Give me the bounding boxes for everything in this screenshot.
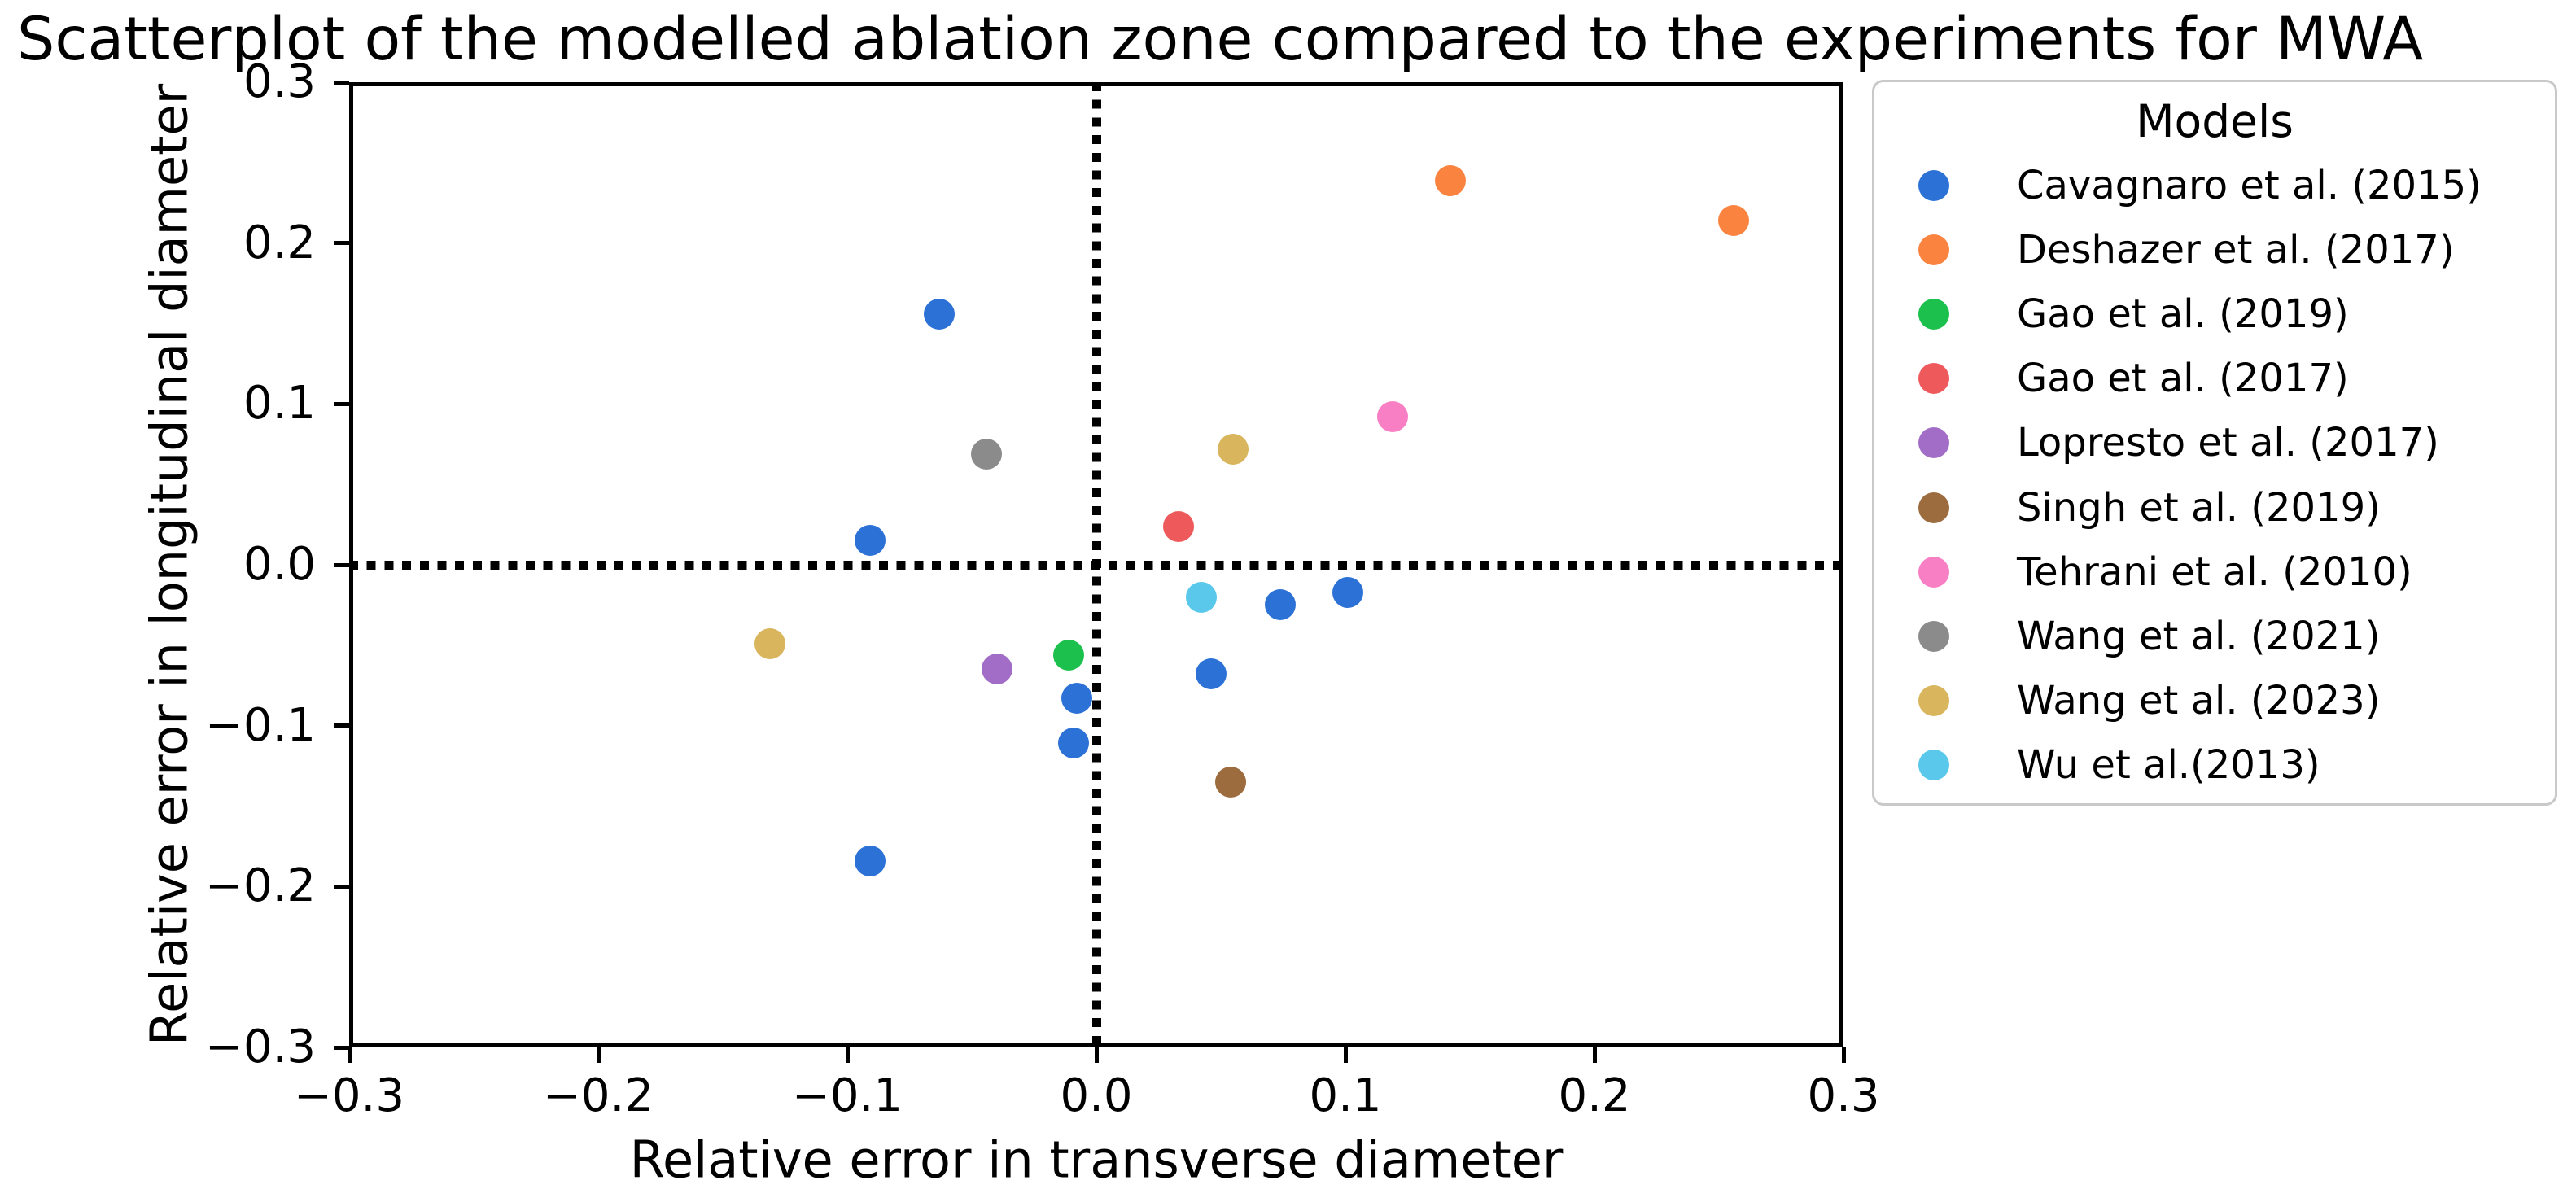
chart-title: Scatterplot of the modelled ablation zon… (17, 5, 2424, 74)
x-tick (1094, 1047, 1099, 1063)
data-point (854, 845, 886, 876)
legend-item: Wang et al. (2023) (1874, 669, 2555, 733)
x-tick-label: −0.1 (792, 1069, 903, 1122)
y-tick (334, 241, 349, 246)
data-point (1195, 658, 1227, 690)
x-tick-label: 0.1 (1309, 1069, 1382, 1122)
legend-item: Singh et al. (2019) (1874, 475, 2555, 540)
legend-marker-icon (1918, 234, 1949, 265)
data-point (1265, 589, 1297, 621)
legend-item-label: Wang et al. (2021) (2017, 613, 2381, 659)
legend-item: Tehrani et al. (2010) (1874, 540, 2555, 604)
legend-marker-icon (1918, 556, 1949, 588)
data-point (1718, 204, 1750, 236)
legend-item-label: Gao et al. (2019) (2017, 291, 2349, 337)
legend-item: Wang et al. (2021) (1874, 604, 2555, 668)
data-point (1058, 728, 1090, 759)
x-tick-label: 0.0 (1060, 1069, 1133, 1122)
legend-marker-icon (1918, 169, 1949, 201)
plot-area (334, 80, 1846, 1063)
legend-marker-icon (1918, 427, 1949, 459)
legend-marker-icon (1918, 750, 1949, 781)
legend-item: Cavagnaro et al. (2015) (1874, 153, 2555, 217)
data-point (1185, 581, 1217, 613)
data-point (1377, 401, 1409, 433)
legend-item-label: Wu et al.(2013) (2017, 742, 2320, 789)
y-tick-label: −0.2 (205, 859, 316, 913)
y-tick-label: 0.0 (243, 538, 316, 591)
y-tick (334, 80, 349, 85)
legend-marker-icon (1918, 363, 1949, 395)
y-tick (334, 562, 349, 567)
data-point (981, 654, 1012, 685)
data-point (1162, 510, 1194, 542)
x-tick (1343, 1047, 1348, 1063)
legend-marker-icon (1918, 685, 1949, 717)
data-point (1053, 639, 1085, 671)
legend: Models Cavagnaro et al. (2015) Deshazer e… (1872, 80, 2557, 806)
y-tick-label: 0.1 (243, 377, 316, 431)
legend-item-label: Gao et al. (2017) (2017, 356, 2349, 402)
legend-item-label: Deshazer et al. (2017) (2017, 226, 2455, 273)
data-point (854, 525, 886, 557)
legend-item-label: Lopresto et al. (2017) (2017, 420, 2439, 466)
y-tick-label: 0.2 (243, 216, 316, 269)
legend-item-label: Singh et al. (2019) (2017, 484, 2381, 531)
legend-item: Wu et al.(2013) (1874, 733, 2555, 798)
x-tick-label: 0.3 (1807, 1069, 1880, 1122)
x-tick (347, 1047, 352, 1063)
legend-title: Models (2136, 95, 2294, 147)
legend-item: Deshazer et al. (2017) (1874, 217, 2555, 282)
y-tick-label: 0.3 (243, 55, 316, 108)
data-point (754, 627, 786, 659)
y-tick (334, 884, 349, 889)
y-tick (334, 1045, 349, 1050)
x-tick (596, 1047, 601, 1063)
x-tick (1592, 1047, 1597, 1063)
data-point (971, 438, 1003, 470)
legend-item-label: Cavagnaro et al. (2015) (2017, 162, 2482, 208)
y-tick (334, 401, 349, 406)
data-point (1332, 576, 1364, 608)
legend-item-label: Wang et al. (2023) (2017, 678, 2381, 724)
y-tick (334, 723, 349, 728)
legend-item: Lopresto et al. (2017) (1874, 411, 2555, 475)
data-point (1215, 766, 1247, 798)
legend-item: Gao et al. (2019) (1874, 282, 2555, 346)
zero-line-vertical (1091, 82, 1101, 1047)
x-tick (845, 1047, 850, 1063)
legend-marker-icon (1918, 620, 1949, 652)
x-tick-label: 0.2 (1558, 1069, 1631, 1122)
data-point (1218, 433, 1249, 465)
x-tick-label: −0.3 (294, 1069, 405, 1122)
legend-items: Cavagnaro et al. (2015) Deshazer et al. (… (1874, 153, 2555, 798)
x-tick-label: −0.2 (543, 1069, 654, 1122)
legend-marker-icon (1918, 298, 1949, 330)
data-point (924, 298, 956, 330)
data-point (1434, 164, 1466, 196)
legend-item: Gao et al. (2017) (1874, 347, 2555, 411)
y-tick-label: −0.1 (205, 698, 316, 752)
x-axis-label: Relative error in transverse diameter (629, 1130, 1564, 1189)
legend-marker-icon (1918, 492, 1949, 523)
x-tick (1841, 1047, 1846, 1063)
data-point (1061, 683, 1092, 715)
y-tick-label: −0.3 (205, 1021, 316, 1073)
legend-item-label: Tehrani et al. (2010) (2017, 549, 2412, 595)
